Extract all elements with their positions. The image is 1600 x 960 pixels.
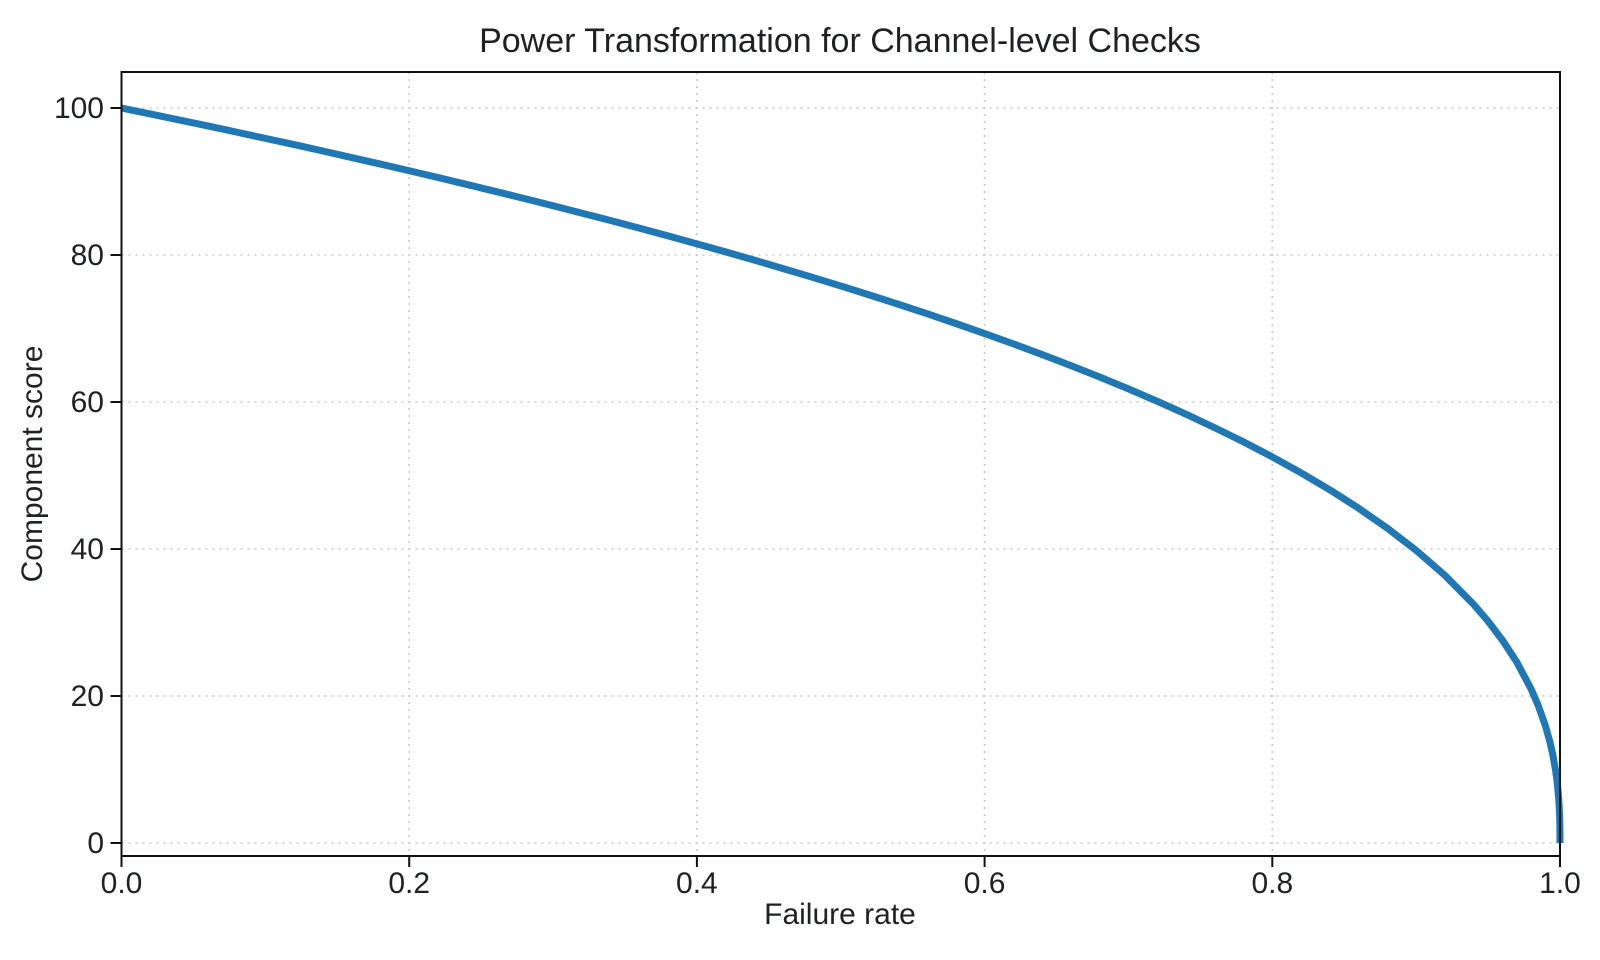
y-tick-label: 80 [71,239,104,272]
score-curve-line [120,104,1564,844]
x-axis-label: Failure rate [764,898,916,931]
plot-border [120,71,1561,857]
y-tick-label: 100 [54,92,104,125]
y-tick-label: 40 [71,533,104,566]
chart-title: Power Transformation for Channel-level C… [479,22,1201,60]
y-tick-label: 60 [71,386,104,419]
x-tick-label: 0.2 [388,867,430,900]
grid-layer [121,72,1560,856]
tick-layer [110,107,1561,867]
y-axis-label: Component score [16,346,49,583]
tick-label-layer: 0.0 0.2 0.4 0.6 0.8 1.0 0 20 40 60 80 100 [54,92,1581,900]
x-tick-label: 0.4 [676,867,718,900]
x-tick-label: 0.0 [101,867,143,900]
x-tick-label: 1.0 [1539,867,1581,900]
x-tick-label: 0.8 [1251,867,1293,900]
y-tick-label: 20 [71,680,104,713]
x-tick-label: 0.6 [964,867,1006,900]
y-tick-label: 0 [87,827,104,860]
